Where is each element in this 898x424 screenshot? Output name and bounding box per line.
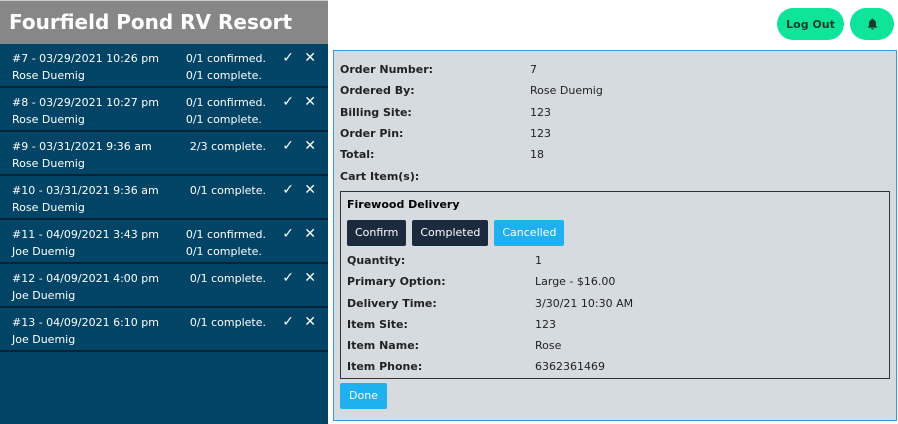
detail-field: Total: 18: [340, 144, 890, 165]
field-label: Order Pin:: [340, 127, 404, 141]
field-label: Ordered By:: [340, 84, 415, 98]
close-icon[interactable]: ✕: [304, 94, 316, 110]
order-title: #13 - 04/09/2021 6:10 pm: [12, 316, 159, 329]
field-value: 6362361469: [535, 360, 605, 374]
order-customer: Rose Duemig: [12, 69, 85, 82]
order-title: #8 - 03/29/2021 10:27 pm: [12, 96, 159, 109]
order-title: #7 - 03/29/2021 10:26 pm: [12, 52, 159, 65]
detail-field: Delivery Time: 3/30/21 10:30 AM: [347, 292, 883, 313]
check-icon[interactable]: ✓: [282, 226, 294, 242]
order-status: 0/1 confirmed.: [185, 52, 266, 65]
field-label: Order Number:: [340, 63, 434, 77]
cancelled-button[interactable]: Cancelled: [494, 219, 565, 246]
detail-field: Order Pin: 123: [340, 123, 890, 144]
confirm-button[interactable]: Confirm: [347, 219, 407, 246]
check-icon[interactable]: ✓: [282, 270, 294, 286]
detail-field: Order Number: 7: [340, 59, 890, 80]
check-icon[interactable]: ✓: [282, 50, 294, 66]
order-title: #11 - 04/09/2021 3:43 pm: [12, 228, 159, 241]
completed-button[interactable]: Completed: [412, 219, 489, 246]
detail-field: Primary Option: Large - $16.00: [347, 271, 883, 292]
detail-field: Item Site: 123: [347, 314, 883, 335]
order-status: 0/1 complete.: [189, 316, 266, 329]
check-icon[interactable]: ✓: [282, 182, 294, 198]
field-value: 7: [530, 63, 537, 77]
field-label: Item Phone:: [347, 360, 423, 374]
field-value: 3/30/21 10:30 AM: [535, 296, 634, 310]
order-status: 0/1 complete.: [189, 184, 266, 197]
notifications-button[interactable]: [850, 8, 894, 40]
field-label: Cart Item(s):: [340, 169, 420, 183]
order-customer: Joe Duemig: [12, 289, 76, 302]
field-label: Delivery Time:: [347, 296, 437, 310]
order-row[interactable]: #9 - 03/31/2021 9:36 am Rose Duemig 2/3 …: [0, 132, 328, 176]
field-value: 123: [535, 317, 556, 331]
field-value: Rose: [535, 339, 562, 353]
field-value: 123: [530, 127, 551, 141]
field-value: 18: [530, 148, 544, 162]
field-value: Rose Duemig: [530, 84, 603, 98]
detail-field: Quantity: 1: [347, 250, 883, 271]
app-title: Fourfield Pond RV Resort: [0, 0, 328, 44]
orders-sidebar: Fourfield Pond RV Resort #7 - 03/29/2021…: [0, 0, 328, 424]
order-row[interactable]: #13 - 04/09/2021 6:10 pm Joe Duemig 0/1 …: [0, 308, 328, 352]
order-row[interactable]: #11 - 04/09/2021 3:43 pm Joe Duemig 0/1 …: [0, 220, 328, 264]
order-title: #12 - 04/09/2021 4:00 pm: [12, 272, 159, 285]
close-icon[interactable]: ✕: [304, 270, 316, 286]
field-label: Quantity:: [347, 253, 406, 267]
field-label: Billing Site:: [340, 105, 412, 119]
close-icon[interactable]: ✕: [304, 138, 316, 154]
order-status: 0/1 complete.: [185, 113, 262, 126]
close-icon[interactable]: ✕: [304, 182, 316, 198]
order-status: 0/1 confirmed.: [185, 228, 266, 241]
cart-item-title: Firewood Delivery: [347, 197, 460, 211]
field-label: Item Site:: [347, 317, 408, 331]
field-value: Large - $16.00: [535, 275, 616, 289]
field-label: Primary Option:: [347, 275, 446, 289]
close-icon[interactable]: ✕: [304, 314, 316, 330]
order-row[interactable]: #8 - 03/29/2021 10:27 pm Rose Duemig 0/1…: [0, 88, 328, 132]
done-button[interactable]: Done: [340, 382, 387, 409]
order-status: 0/1 confirmed.: [185, 96, 266, 109]
order-detail-panel: Order Number: 7 Ordered By: Rose Duemig Bill…: [333, 50, 897, 421]
order-row[interactable]: #12 - 04/09/2021 4:00 pm Joe Duemig 0/1 …: [0, 264, 328, 308]
detail-field: Item Phone: 6362361469: [347, 356, 883, 377]
field-label: Total:: [340, 148, 375, 162]
order-row[interactable]: #10 - 03/31/2021 9:36 am Rose Duemig 0/1…: [0, 176, 328, 220]
order-customer: Joe Duemig: [12, 333, 76, 346]
order-customer: Rose Duemig: [12, 157, 85, 170]
order-row[interactable]: #7 - 03/29/2021 10:26 pm Rose Duemig 0/1…: [0, 44, 328, 88]
order-customer: Joe Duemig: [12, 245, 76, 258]
check-icon[interactable]: ✓: [282, 138, 294, 154]
check-icon[interactable]: ✓: [282, 314, 294, 330]
check-icon[interactable]: ✓: [282, 94, 294, 110]
field-value: 123: [530, 105, 551, 119]
detail-field: Item Name: Rose: [347, 335, 883, 356]
cart-item: Firewood Delivery Confirm Completed Canc…: [340, 190, 890, 379]
detail-field: Cart Item(s):: [340, 165, 890, 186]
order-title: #10 - 03/31/2021 9:36 am: [12, 184, 159, 197]
order-customer: Rose Duemig: [12, 201, 85, 214]
close-icon[interactable]: ✕: [304, 50, 316, 66]
order-customer: Rose Duemig: [12, 113, 85, 126]
close-icon[interactable]: ✕: [304, 226, 316, 242]
logout-button[interactable]: Log Out: [777, 8, 844, 40]
field-value: 1: [535, 253, 542, 267]
order-status: 0/1 complete.: [185, 245, 262, 258]
order-status: 0/1 complete.: [185, 69, 262, 82]
detail-field: Ordered By: Rose Duemig: [340, 80, 890, 101]
order-status: 2/3 complete.: [189, 140, 266, 153]
order-title: #9 - 03/31/2021 9:36 am: [12, 140, 152, 153]
bell-icon: [867, 18, 877, 30]
detail-field: Billing Site: 123: [340, 102, 890, 123]
field-label: Item Name:: [347, 339, 420, 353]
order-status: 0/1 complete.: [189, 272, 266, 285]
